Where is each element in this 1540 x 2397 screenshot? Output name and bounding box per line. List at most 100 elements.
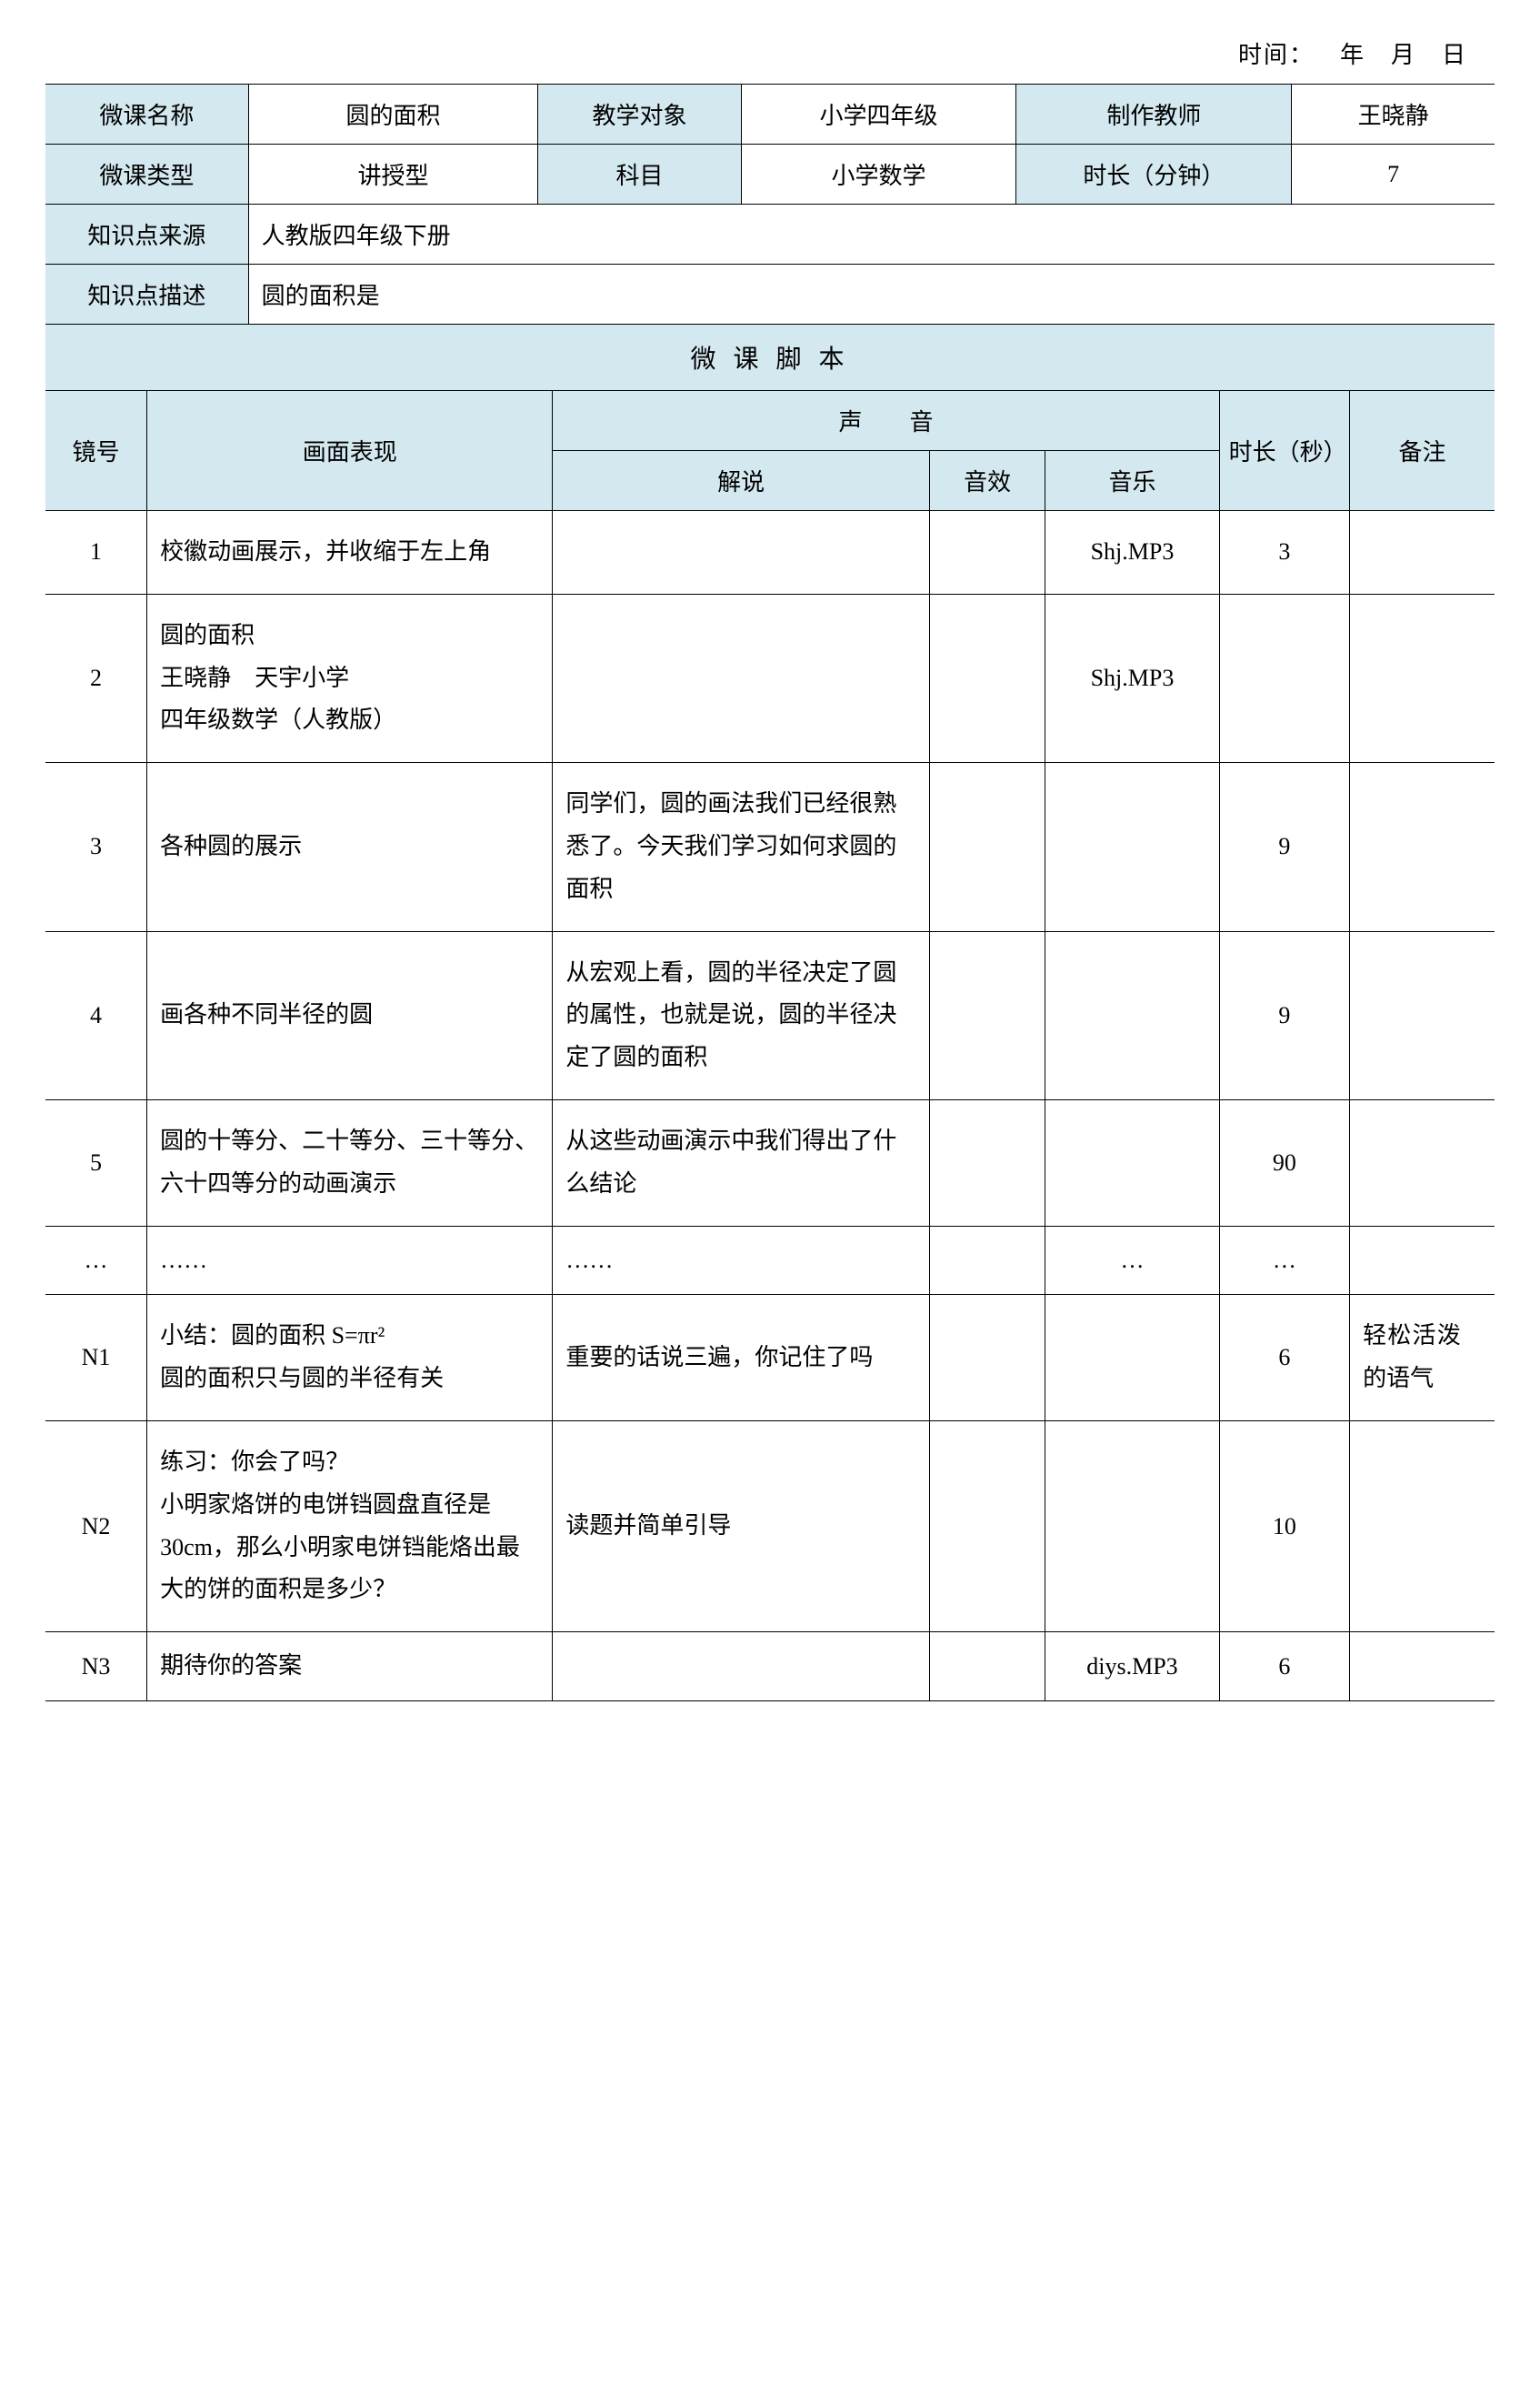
cell-narration bbox=[553, 511, 929, 595]
table-row: N1 小结：圆的面积 S=πr²圆的面积只与圆的半径有关 重要的话说三遍，你记住… bbox=[45, 1295, 1495, 1421]
header-notes: 备注 bbox=[1350, 391, 1495, 511]
cell-duration bbox=[1219, 594, 1349, 762]
cell-duration: 3 bbox=[1219, 511, 1349, 595]
script-header-row-1: 镜号 画面表现 声 音 时长（秒） 备注 bbox=[45, 391, 1495, 451]
cell-sfx bbox=[929, 1632, 1045, 1701]
cell-notes bbox=[1350, 1099, 1495, 1226]
cell-visual: 小结：圆的面积 S=πr²圆的面积只与圆的半径有关 bbox=[147, 1295, 553, 1421]
cell-duration: 9 bbox=[1219, 931, 1349, 1099]
cell-duration: 9 bbox=[1219, 763, 1349, 931]
cell-sfx bbox=[929, 1226, 1045, 1295]
header-visual: 画面表现 bbox=[147, 391, 553, 511]
label-duration: 时长（分钟） bbox=[1016, 145, 1292, 205]
cell-notes: 轻松活泼 的语气 bbox=[1350, 1295, 1495, 1421]
cell-narration: 同学们，圆的画法我们已经很熟悉了。今天我们学习如何求圆的面积 bbox=[553, 763, 929, 931]
value-course-type: 讲授型 bbox=[248, 145, 538, 205]
table-row: 5 圆的十等分、二十等分、三十等分、六十四等分的动画演示 从这些动画演示中我们得… bbox=[45, 1099, 1495, 1226]
cell-notes bbox=[1350, 1226, 1495, 1295]
label-source: 知识点来源 bbox=[45, 205, 248, 265]
info-row-4: 知识点描述 圆的面积是 bbox=[45, 265, 1495, 325]
cell-notes bbox=[1350, 931, 1495, 1099]
cell-sfx bbox=[929, 1099, 1045, 1226]
label-course-name: 微课名称 bbox=[45, 85, 248, 145]
cell-narration: 重要的话说三遍，你记住了吗 bbox=[553, 1295, 929, 1421]
cell-notes bbox=[1350, 511, 1495, 595]
cell-music bbox=[1045, 763, 1219, 931]
header-sfx: 音效 bbox=[929, 451, 1045, 511]
cell-duration: 90 bbox=[1219, 1099, 1349, 1226]
cell-visual: 圆的十等分、二十等分、三十等分、六十四等分的动画演示 bbox=[147, 1099, 553, 1226]
cell-sfx bbox=[929, 511, 1045, 595]
header-duration-sec: 时长（秒） bbox=[1219, 391, 1349, 511]
cell-visual: 练习：你会了吗？小明家烙饼的电饼铛圆盘直径是 30cm，那么小明家电饼铛能烙出最… bbox=[147, 1420, 553, 1631]
cell-duration: 6 bbox=[1219, 1632, 1349, 1701]
cell-narration: …… bbox=[553, 1226, 929, 1295]
value-teacher: 王晓静 bbox=[1292, 85, 1495, 145]
cell-shot: 4 bbox=[45, 931, 147, 1099]
cell-shot: … bbox=[45, 1226, 147, 1295]
info-table: 微课名称 圆的面积 教学对象 小学四年级 制作教师 王晓静 微课类型 讲授型 科… bbox=[45, 84, 1495, 325]
cell-shot: 1 bbox=[45, 511, 147, 595]
cell-notes bbox=[1350, 1420, 1495, 1631]
cell-shot: 3 bbox=[45, 763, 147, 931]
info-row-1: 微课名称 圆的面积 教学对象 小学四年级 制作教师 王晓静 bbox=[45, 85, 1495, 145]
cell-sfx bbox=[929, 594, 1045, 762]
value-subject: 小学数学 bbox=[741, 145, 1016, 205]
label-course-type: 微课类型 bbox=[45, 145, 248, 205]
header-sound: 声 音 bbox=[553, 391, 1219, 451]
header-narration: 解说 bbox=[553, 451, 929, 511]
script-title: 微 课 脚 本 bbox=[45, 325, 1495, 391]
value-duration: 7 bbox=[1292, 145, 1495, 205]
cell-narration: 从宏观上看，圆的半径决定了圆的属性，也就是说，圆的半径决定了圆的面积 bbox=[553, 931, 929, 1099]
cell-duration: … bbox=[1219, 1226, 1349, 1295]
cell-sfx bbox=[929, 1420, 1045, 1631]
cell-duration: 6 bbox=[1219, 1295, 1349, 1421]
value-description: 圆的面积是 bbox=[248, 265, 1495, 325]
script-title-row: 微 课 脚 本 bbox=[45, 325, 1495, 391]
info-row-3: 知识点来源 人教版四年级下册 bbox=[45, 205, 1495, 265]
cell-notes bbox=[1350, 763, 1495, 931]
cell-narration: 读题并简单引导 bbox=[553, 1420, 929, 1631]
label-description: 知识点描述 bbox=[45, 265, 248, 325]
table-row: 1 校徽动画展示，并收缩于左上角 Shj.MP3 3 bbox=[45, 511, 1495, 595]
cell-visual: 校徽动画展示，并收缩于左上角 bbox=[147, 511, 553, 595]
cell-visual: 圆的面积王晓静 天宇小学四年级数学（人教版） bbox=[147, 594, 553, 762]
cell-music bbox=[1045, 1099, 1219, 1226]
cell-sfx bbox=[929, 931, 1045, 1099]
cell-music: … bbox=[1045, 1226, 1219, 1295]
cell-narration: 从这些动画演示中我们得出了什么结论 bbox=[553, 1099, 929, 1226]
info-row-2: 微课类型 讲授型 科目 小学数学 时长（分钟） 7 bbox=[45, 145, 1495, 205]
value-source: 人教版四年级下册 bbox=[248, 205, 1495, 265]
cell-notes bbox=[1350, 594, 1495, 762]
table-row: N2 练习：你会了吗？小明家烙饼的电饼铛圆盘直径是 30cm，那么小明家电饼铛能… bbox=[45, 1420, 1495, 1631]
value-audience: 小学四年级 bbox=[741, 85, 1016, 145]
table-row: N3 期待你的答案 diys.MP3 6 bbox=[45, 1632, 1495, 1701]
cell-narration bbox=[553, 1632, 929, 1701]
table-row: 2 圆的面积王晓静 天宇小学四年级数学（人教版） Shj.MP3 bbox=[45, 594, 1495, 762]
cell-music: Shj.MP3 bbox=[1045, 594, 1219, 762]
script-table: 微 课 脚 本 镜号 画面表现 声 音 时长（秒） 备注 解说 音效 音乐 1 … bbox=[45, 325, 1495, 1701]
cell-notes bbox=[1350, 1632, 1495, 1701]
cell-visual: …… bbox=[147, 1226, 553, 1295]
cell-shot: 5 bbox=[45, 1099, 147, 1226]
table-row: 3 各种圆的展示 同学们，圆的画法我们已经很熟悉了。今天我们学习如何求圆的面积 … bbox=[45, 763, 1495, 931]
header-music: 音乐 bbox=[1045, 451, 1219, 511]
header-shot: 镜号 bbox=[45, 391, 147, 511]
cell-visual: 期待你的答案 bbox=[147, 1632, 553, 1701]
cell-music: diys.MP3 bbox=[1045, 1632, 1219, 1701]
value-course-name: 圆的面积 bbox=[248, 85, 538, 145]
cell-music bbox=[1045, 1420, 1219, 1631]
cell-sfx bbox=[929, 763, 1045, 931]
table-row: … …… …… … … bbox=[45, 1226, 1495, 1295]
cell-narration bbox=[553, 594, 929, 762]
label-audience: 教学对象 bbox=[538, 85, 741, 145]
cell-duration: 10 bbox=[1219, 1420, 1349, 1631]
cell-visual: 各种圆的展示 bbox=[147, 763, 553, 931]
table-row: 4 画各种不同半径的圆 从宏观上看，圆的半径决定了圆的属性，也就是说，圆的半径决… bbox=[45, 931, 1495, 1099]
time-header: 时间： 年 月 日 bbox=[45, 36, 1495, 70]
cell-shot: N1 bbox=[45, 1295, 147, 1421]
cell-shot: 2 bbox=[45, 594, 147, 762]
cell-shot: N2 bbox=[45, 1420, 147, 1631]
cell-music bbox=[1045, 1295, 1219, 1421]
cell-music: Shj.MP3 bbox=[1045, 511, 1219, 595]
